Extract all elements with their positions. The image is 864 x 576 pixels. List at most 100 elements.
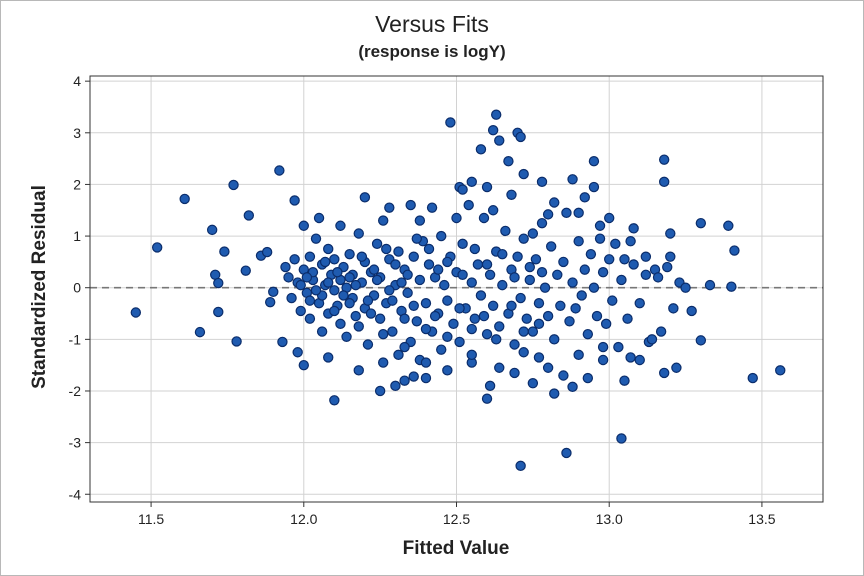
y-axis-label: Standardized Residual <box>29 185 50 389</box>
data-point <box>466 323 477 335</box>
data-point <box>625 352 636 363</box>
data-point <box>555 300 566 311</box>
data-point <box>323 277 334 288</box>
data-point <box>408 300 419 311</box>
data-point <box>573 236 584 247</box>
data-point <box>616 274 627 286</box>
data-point <box>442 295 453 306</box>
data-point <box>466 176 477 188</box>
data-point <box>359 192 371 203</box>
data-point <box>411 316 422 327</box>
data-point <box>619 254 630 265</box>
data-point <box>408 251 419 262</box>
data-point <box>466 349 477 361</box>
y-tick-label: -4 <box>69 486 82 502</box>
data-point <box>399 375 410 386</box>
data-point <box>536 176 548 188</box>
data-point <box>387 326 398 337</box>
data-point <box>588 155 600 167</box>
data-point <box>640 269 652 280</box>
data-point <box>228 179 239 191</box>
data-point <box>280 261 291 273</box>
data-point <box>610 238 621 250</box>
data-point <box>350 310 361 322</box>
data-point <box>478 310 490 322</box>
data-point <box>747 372 758 384</box>
data-point <box>414 215 426 226</box>
data-point <box>213 306 224 318</box>
data-point <box>524 274 536 286</box>
data-point <box>457 238 468 250</box>
data-point <box>451 212 462 224</box>
data-point <box>194 326 206 338</box>
x-tick-label: 11.5 <box>138 511 164 527</box>
data-point <box>628 223 639 234</box>
data-point <box>655 326 667 337</box>
data-point <box>310 285 322 296</box>
data-point <box>295 279 306 291</box>
data-point <box>344 272 355 283</box>
data-point <box>457 269 468 280</box>
data-point <box>570 303 581 314</box>
data-point <box>680 282 691 293</box>
data-point <box>665 251 676 262</box>
data-point <box>478 212 490 224</box>
data-point <box>399 341 410 353</box>
data-point <box>646 334 658 345</box>
data-point <box>304 313 316 324</box>
data-point <box>640 251 652 262</box>
data-point <box>704 279 716 291</box>
data-point <box>323 243 334 255</box>
data-point <box>481 328 493 340</box>
data-point <box>277 336 288 348</box>
data-point <box>576 290 587 301</box>
data-point <box>527 326 539 337</box>
data-point <box>179 193 190 205</box>
data-point <box>319 256 331 268</box>
data-point <box>729 245 740 256</box>
data-point <box>231 336 242 347</box>
y-tick-label: 0 <box>73 280 81 296</box>
data-point <box>527 228 539 239</box>
data-point <box>515 460 526 472</box>
data-point <box>665 228 676 239</box>
data-point <box>600 318 612 330</box>
data-point <box>723 220 734 231</box>
y-tick-label: 1 <box>73 228 81 244</box>
data-point <box>573 207 584 219</box>
data-point <box>264 296 276 308</box>
data-point <box>695 217 707 229</box>
data-point <box>353 321 364 332</box>
data-point <box>268 286 279 298</box>
data-point <box>561 447 572 459</box>
data-point <box>536 267 548 278</box>
data-point <box>261 246 273 258</box>
axis-ticks: 11.5 12.0 12.5 13.0 13.5 -4 -3 -2 -1 0 1 2 3 4 <box>69 73 776 527</box>
data-point <box>539 282 551 293</box>
x-tick-label: 12.0 <box>290 511 317 527</box>
data-point <box>481 181 493 193</box>
data-point <box>509 272 520 283</box>
data-point <box>390 259 401 270</box>
data-point <box>335 318 346 330</box>
data-point <box>466 277 477 288</box>
data-point <box>597 354 609 366</box>
y-tick-label: 4 <box>73 73 81 89</box>
data-point <box>414 274 426 286</box>
data-point <box>524 261 536 273</box>
data-point <box>582 372 594 384</box>
data-point <box>585 248 597 260</box>
data-point <box>512 251 523 262</box>
data-point <box>484 269 496 280</box>
data-point <box>445 117 456 128</box>
data-point <box>378 328 389 340</box>
y-tick-label: -1 <box>69 331 82 347</box>
data-point <box>274 165 285 176</box>
data-point <box>436 230 447 242</box>
data-point <box>500 225 511 237</box>
data-point <box>378 357 389 368</box>
y-tick-label: 3 <box>73 125 81 141</box>
data-point <box>622 313 633 324</box>
data-point <box>607 295 618 306</box>
